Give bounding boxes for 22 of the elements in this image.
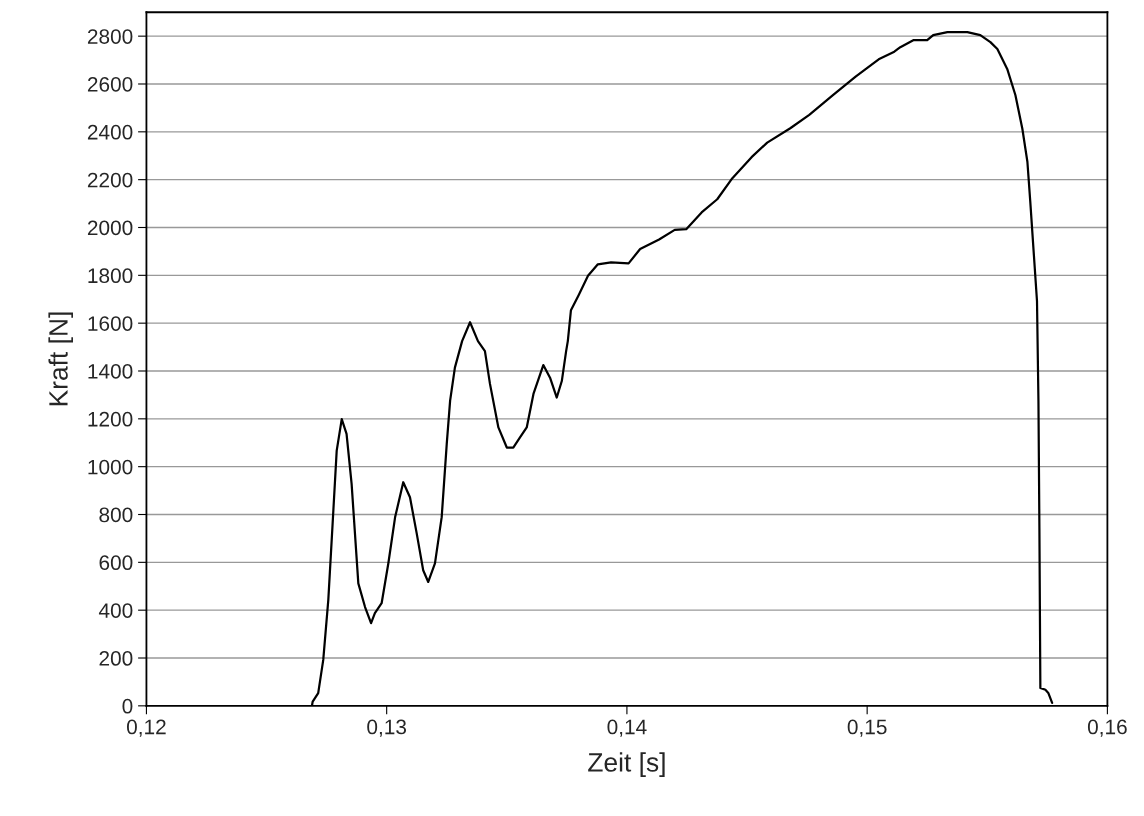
x-tick-label: 0,15 — [847, 719, 887, 737]
x-tick-label: 0,13 — [367, 719, 407, 737]
y-tick-label: 1000 — [88, 459, 133, 475]
y-axis-title: Kraft [N] — [48, 312, 74, 406]
x-axis-title: Zeit [s] — [588, 752, 665, 777]
y-tick-label: 1800 — [88, 268, 133, 284]
x-tick-label: 0,14 — [607, 719, 647, 737]
y-tick-label: 2800 — [87, 29, 133, 44]
y-tick-label: 400 — [98, 603, 133, 618]
y-tick-label: 800 — [99, 507, 133, 523]
y-tick-label: 2600 — [87, 76, 133, 92]
y-tick-label: 600 — [99, 555, 133, 571]
y-tick-label: 0 — [122, 698, 133, 714]
y-tick-label: 1400 — [88, 364, 133, 379]
y-tick-label: 2200 — [87, 172, 133, 188]
y-tick-label: 1200 — [88, 411, 133, 427]
y-tick-label: 2400 — [87, 124, 133, 140]
x-tick-label: 0,12 — [126, 719, 166, 737]
y-tick-label: 1600 — [88, 316, 133, 331]
y-tick-label: 2000 — [87, 220, 133, 236]
y-tick-label: 200 — [99, 651, 133, 666]
x-tick-label: 0,16 — [1087, 719, 1127, 737]
